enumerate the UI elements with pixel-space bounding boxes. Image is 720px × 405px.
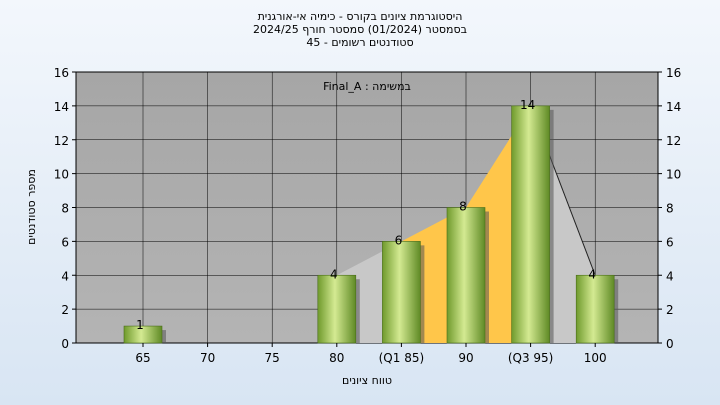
- chart-subtitle-students: סטודנטים רשומים - 45: [306, 36, 414, 49]
- y-tick-label-right: 14: [666, 100, 681, 114]
- y-tick-label-right: 4: [666, 269, 674, 283]
- x-tick-label: 75: [265, 351, 280, 365]
- bar-value-label: 4: [330, 267, 338, 281]
- bar-value-label: 8: [459, 200, 467, 214]
- y-tick-label-right: 12: [666, 134, 681, 148]
- y-tick-label-left: 2: [61, 303, 69, 317]
- bar: [317, 274, 357, 344]
- y-tick-label-right: 16: [666, 66, 681, 80]
- bar-value-label: 6: [395, 233, 403, 247]
- bar: [511, 105, 550, 344]
- y-tick-label-left: 8: [61, 202, 69, 216]
- x-tick-label: 100: [584, 351, 607, 365]
- y-tick-label-right: 0: [666, 337, 674, 351]
- y-tick-label-left: 14: [54, 100, 69, 114]
- y-tick-label-left: 4: [61, 269, 69, 283]
- bar-value-label: 4: [588, 267, 596, 281]
- x-tick-label: (Q1 85): [379, 351, 425, 365]
- x-tick-label: (Q3 95): [508, 351, 554, 365]
- bar: [446, 207, 486, 344]
- bar: [575, 274, 615, 344]
- y-tick-label-right: 2: [666, 303, 674, 317]
- y-tick-label-right: 10: [666, 168, 681, 182]
- chart-annotation: Final_A : במשימה: [323, 80, 411, 93]
- y-tick-label-left: 12: [54, 134, 69, 148]
- chart-subtitle-semester: בסמסטר (01/2024) סמסטר חורף 2024/25: [253, 23, 467, 36]
- y-axis-label: מספר סטודנטים: [25, 169, 38, 245]
- x-axis-label: טווח ציונים: [342, 374, 392, 387]
- y-tick-label-left: 6: [61, 235, 69, 249]
- x-tick-label: 90: [458, 351, 473, 365]
- bar: [382, 241, 421, 344]
- x-tick-label: 80: [329, 351, 344, 365]
- y-tick-label-right: 6: [666, 235, 674, 249]
- y-tick-label-right: 8: [666, 202, 674, 216]
- bar-value-label: 1: [136, 318, 144, 332]
- y-tick-label-left: 0: [61, 337, 69, 351]
- x-tick-label: 70: [200, 351, 215, 365]
- y-tick-label-left: 16: [54, 66, 69, 80]
- bar-value-label: 14: [520, 98, 535, 112]
- x-tick-label: 65: [135, 351, 150, 365]
- chart-title: היסטוגרמת ציונים בקורס - כימיה אי-אורגני…: [257, 10, 463, 23]
- y-tick-label-left: 10: [54, 168, 69, 182]
